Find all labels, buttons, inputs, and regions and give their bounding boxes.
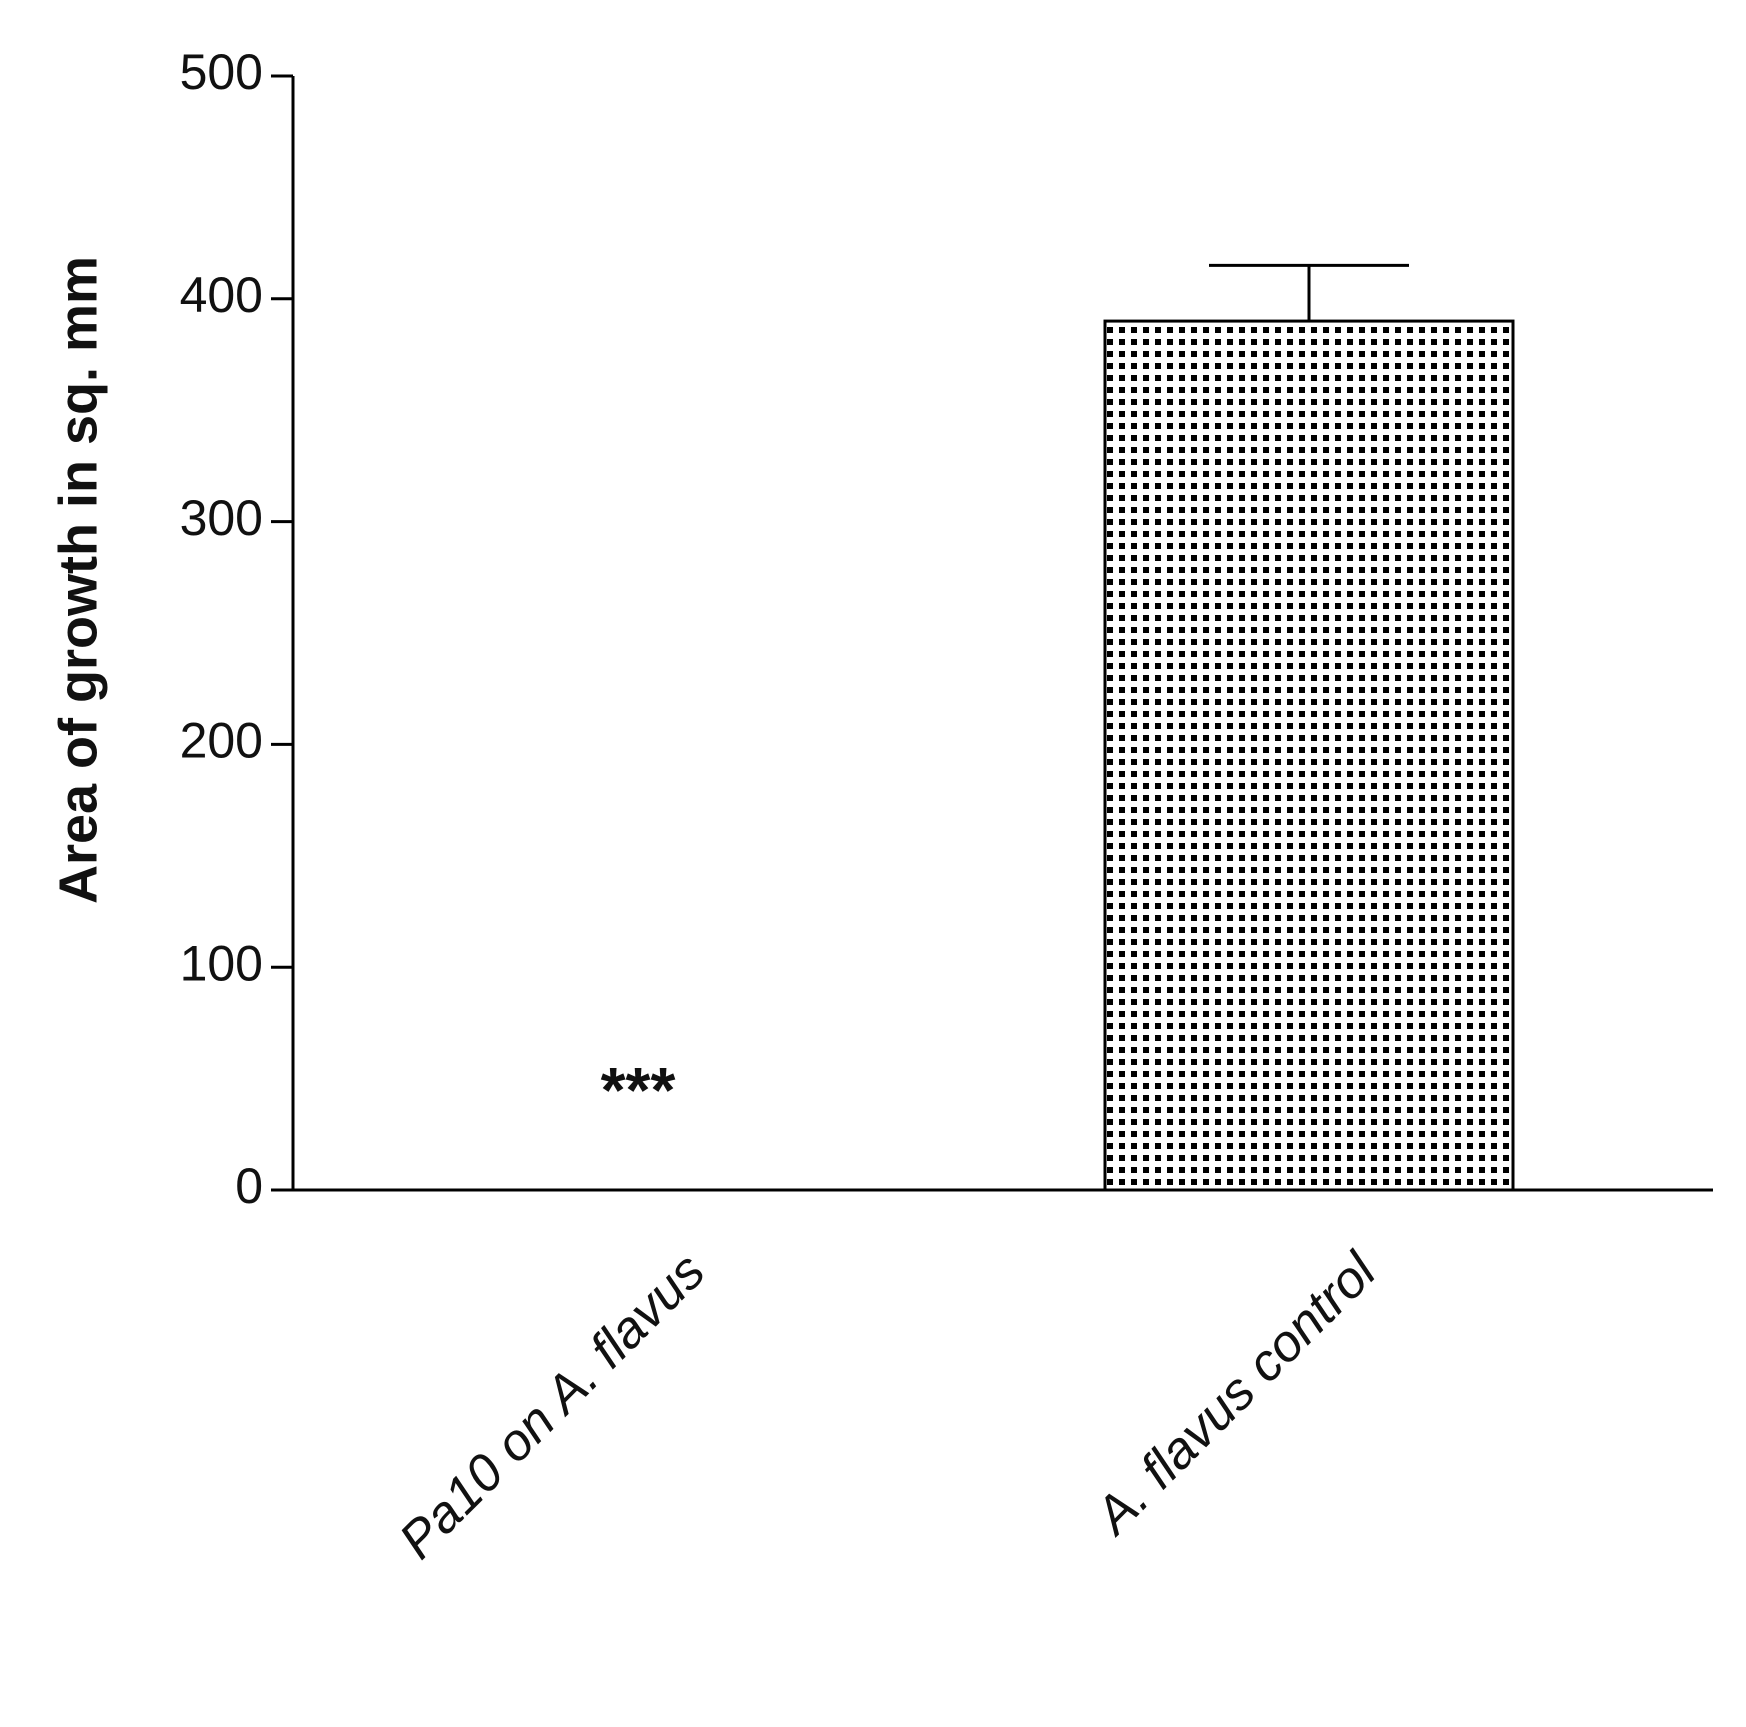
error-bar <box>1209 263 1409 322</box>
significance-annotation: *** <box>601 1054 676 1126</box>
y-tick-label: 200 <box>180 713 263 769</box>
y-axis-label: Area of growth in sq. mm <box>48 256 108 904</box>
bar <box>1103 319 1515 1192</box>
y-tick-label: 300 <box>180 490 263 546</box>
y-tick-label: 500 <box>180 44 263 100</box>
y-tick-label: 400 <box>180 267 263 323</box>
y-tick-label: 0 <box>235 1158 263 1214</box>
y-tick-label: 100 <box>180 935 263 991</box>
